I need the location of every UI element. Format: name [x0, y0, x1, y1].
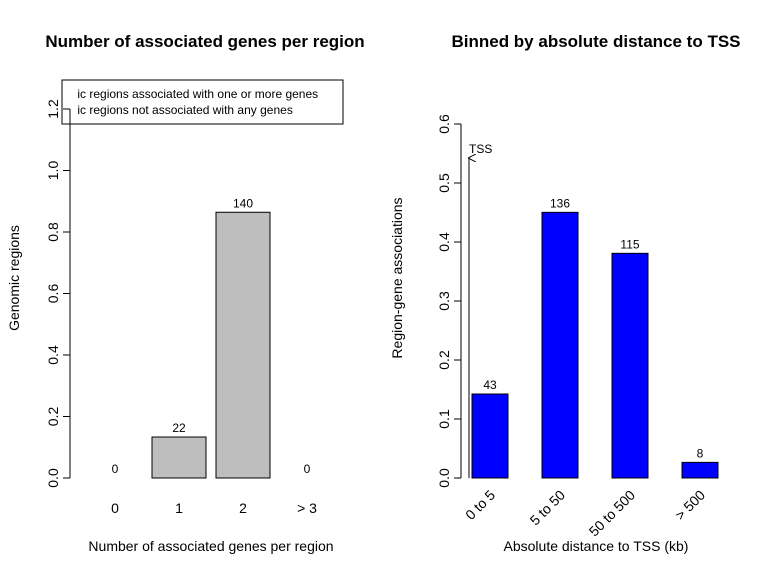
y-tick-label: 0.4 — [45, 345, 61, 365]
chart-title: Binned by absolute distance to TSS — [451, 32, 740, 51]
count-label: 0 — [304, 462, 311, 476]
count-label: 43 — [483, 378, 497, 392]
bar — [215, 211, 271, 479]
bar — [471, 393, 509, 479]
y-tick-label: 1.2 — [45, 99, 61, 119]
y-tick-label: 0.2 — [45, 407, 61, 427]
count-label: 136 — [550, 196, 570, 210]
y-axis-label: Region-gene associations — [389, 197, 405, 358]
x-tick-label: 2 — [239, 500, 247, 516]
y-tick-label: 0.0 — [45, 468, 61, 488]
bar — [151, 436, 207, 479]
y-tick-label: 0.1 — [436, 409, 452, 429]
count-label: 140 — [233, 196, 253, 210]
y-tick-label: 0.2 — [436, 350, 452, 370]
x-axis-label: Number of associated genes per region — [88, 538, 333, 554]
annotation: TSS — [469, 142, 492, 156]
count-label: 8 — [697, 446, 704, 460]
legend-box — [61, 79, 344, 125]
legend-label: Genomic regions not associated with any … — [38, 103, 293, 117]
bar — [681, 461, 719, 479]
chart-title: Number of associated genes per region — [45, 32, 364, 51]
x-tick-label: 0 to 5 — [462, 487, 498, 523]
bar — [541, 211, 579, 479]
y-tick-label: 0.6 — [45, 284, 61, 304]
x-tick-label: 50 to 500 — [586, 487, 639, 540]
x-tick-label: 1 — [175, 500, 183, 516]
count-label: 0 — [112, 462, 119, 476]
x-tick-label: 5 to 50 — [527, 487, 569, 529]
y-axis-label: Genomic regions — [6, 225, 22, 331]
x-tick-label: > 500 — [672, 487, 709, 524]
count-label: 22 — [172, 421, 186, 435]
y-tick-label: 0.3 — [436, 291, 452, 311]
x-axis-label: Absolute distance to TSS (kb) — [504, 538, 689, 554]
count-label: 115 — [620, 237, 639, 251]
y-tick-label: 0.0 — [436, 468, 452, 488]
y-tick-label: 0.4 — [436, 232, 452, 252]
bar — [611, 252, 649, 479]
legend-label: Genomic regions associated with one or m… — [38, 87, 318, 101]
y-tick-label: 1.0 — [45, 161, 61, 181]
y-tick-label: 0.8 — [45, 222, 61, 242]
x-tick-label: > 3 — [297, 500, 317, 516]
y-tick-label: 0.5 — [436, 173, 452, 193]
x-tick-label: 0 — [111, 500, 119, 516]
y-tick-label: 0.6 — [436, 114, 452, 134]
